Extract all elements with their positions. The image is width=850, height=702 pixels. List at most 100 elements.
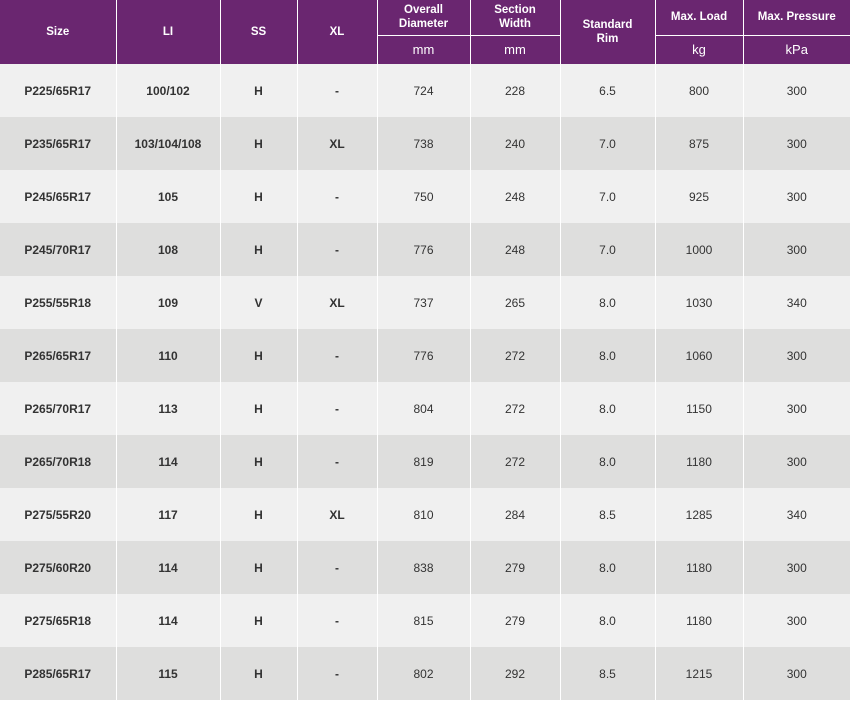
cell-size: P245/65R17	[0, 170, 117, 223]
cell-section-width: 279	[470, 541, 561, 594]
cell-ss: H	[220, 435, 298, 488]
cell-max-pressure: 300	[743, 329, 850, 382]
cell-ss: H	[220, 594, 298, 647]
table-row: P275/60R20 114 H -838 279 8.0 1180 300	[0, 541, 850, 594]
unit-max-pressure: kPa	[743, 34, 850, 64]
cell-standard-rim: 8.0	[560, 329, 656, 382]
unit-section-width: mm	[470, 34, 561, 64]
cell-standard-rim: 7.0	[560, 223, 656, 276]
header-standard-rim: Standard Rim	[560, 0, 656, 64]
cell-size: P265/65R17	[0, 329, 117, 382]
cell-ss: H	[220, 223, 298, 276]
cell-overall-diameter: 724	[377, 64, 471, 117]
table-row: P275/55R20 117 H XL 810 284 8.5 1285 340	[0, 488, 850, 541]
table-row: P285/65R17 115 H -802 292 8.5 1215 300	[0, 647, 850, 700]
cell-max-pressure: 340	[743, 488, 850, 541]
cell-li: 114	[116, 594, 221, 647]
table-row: P265/70R18 114 H -819 272 8.0 1180 300	[0, 435, 850, 488]
cell-section-width: 272	[470, 382, 561, 435]
cell-xl: -	[297, 647, 378, 700]
cell-xl: -	[297, 329, 378, 382]
cell-size: P235/65R17	[0, 117, 117, 170]
cell-max-pressure: 340	[743, 276, 850, 329]
cell-section-width: 272	[470, 435, 561, 488]
cell-section-width: 279	[470, 594, 561, 647]
cell-standard-rim: 8.0	[560, 594, 656, 647]
cell-size: P275/55R20	[0, 488, 117, 541]
cell-standard-rim: 8.0	[560, 382, 656, 435]
cell-standard-rim: 6.5	[560, 64, 656, 117]
table-row: P245/70R17 108 H -776 248 7.0 1000 300	[0, 223, 850, 276]
cell-max-load: 1180	[655, 541, 744, 594]
cell-section-width: 284	[470, 488, 561, 541]
unit-row: mm mm kg kPa	[0, 34, 850, 64]
cell-max-pressure: 300	[743, 382, 850, 435]
cell-size: P225/65R17	[0, 64, 117, 117]
cell-standard-rim: 8.5	[560, 488, 656, 541]
cell-ss: H	[220, 64, 298, 117]
cell-max-load: 1150	[655, 382, 744, 435]
cell-overall-diameter: 815	[377, 594, 471, 647]
cell-section-width: 292	[470, 647, 561, 700]
cell-xl: -	[297, 64, 378, 117]
table-header: Size LI SS XL Overall Diameter Section Wid…	[0, 0, 850, 64]
table-row: P255/55R18 109 V XL 737 265 8.0 1030 340	[0, 276, 850, 329]
cell-standard-rim: 7.0	[560, 117, 656, 170]
cell-overall-diameter: 819	[377, 435, 471, 488]
cell-xl: -	[297, 594, 378, 647]
cell-overall-diameter: 838	[377, 541, 471, 594]
cell-max-pressure: 300	[743, 223, 850, 276]
cell-max-pressure: 300	[743, 435, 850, 488]
cell-xl: -	[297, 382, 378, 435]
cell-max-load: 875	[655, 117, 744, 170]
cell-max-load: 800	[655, 64, 744, 117]
cell-ss: H	[220, 329, 298, 382]
cell-standard-rim: 7.0	[560, 170, 656, 223]
cell-ss: H	[220, 541, 298, 594]
cell-li: 103/104/108	[116, 117, 221, 170]
cell-section-width: 240	[470, 117, 561, 170]
header-li: LI	[116, 0, 221, 64]
cell-li: 100/102	[116, 64, 221, 117]
cell-size: P275/65R18	[0, 594, 117, 647]
cell-ss: V	[220, 276, 298, 329]
cell-standard-rim: 8.0	[560, 276, 656, 329]
cell-standard-rim: 8.0	[560, 541, 656, 594]
cell-max-load: 1215	[655, 647, 744, 700]
cell-xl: -	[297, 170, 378, 223]
cell-overall-diameter: 776	[377, 223, 471, 276]
cell-xl: -	[297, 435, 378, 488]
cell-li: 114	[116, 435, 221, 488]
cell-xl: XL	[297, 117, 378, 170]
unit-max-load: kg	[655, 34, 744, 64]
cell-max-pressure: 300	[743, 170, 850, 223]
cell-section-width: 248	[470, 223, 561, 276]
cell-size: P265/70R17	[0, 382, 117, 435]
cell-overall-diameter: 738	[377, 117, 471, 170]
cell-xl: XL	[297, 276, 378, 329]
cell-ss: H	[220, 647, 298, 700]
header-section-width: Section Width	[470, 0, 561, 36]
table-row: P225/65R17 100/102 H -724 228 6.5 800 300	[0, 64, 850, 117]
unit-overall-diameter: mm	[377, 34, 471, 64]
cell-max-load: 1180	[655, 594, 744, 647]
cell-max-load: 925	[655, 170, 744, 223]
cell-max-pressure: 300	[743, 647, 850, 700]
cell-xl: -	[297, 223, 378, 276]
header-overall-diameter: Overall Diameter	[377, 0, 471, 36]
cell-ss: H	[220, 382, 298, 435]
cell-ss: H	[220, 170, 298, 223]
cell-ss: H	[220, 488, 298, 541]
cell-li: 117	[116, 488, 221, 541]
cell-overall-diameter: 804	[377, 382, 471, 435]
cell-size: P275/60R20	[0, 541, 117, 594]
cell-size: P255/55R18	[0, 276, 117, 329]
header-max-load: Max. Load	[655, 0, 744, 36]
cell-max-pressure: 300	[743, 541, 850, 594]
cell-size: P245/70R17	[0, 223, 117, 276]
cell-li: 114	[116, 541, 221, 594]
header-max-pressure: Max. Pressure	[743, 0, 850, 36]
cell-li: 113	[116, 382, 221, 435]
table-row: P265/70R17 113 H -804 272 8.0 1150 300	[0, 382, 850, 435]
